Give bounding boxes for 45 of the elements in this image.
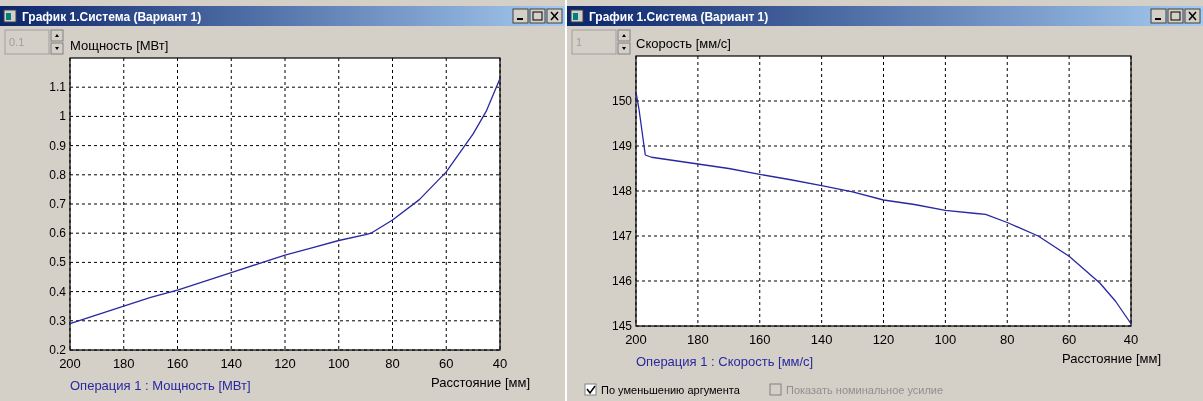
x-tick-label: 140 bbox=[220, 356, 243, 371]
x-tick-label: 180 bbox=[112, 356, 135, 371]
y-tick-label: 1.1 bbox=[49, 80, 67, 95]
x-tick-label: 200 bbox=[625, 332, 647, 347]
text: По уменьшению аргумента bbox=[601, 384, 741, 396]
x-axis-title: Расстояние [мм] bbox=[1062, 351, 1161, 366]
y-tick-label: 0.7 bbox=[49, 197, 67, 211]
y-tick-label: 0.6 bbox=[49, 226, 67, 241]
y-tick-label: 149 bbox=[611, 139, 633, 153]
chart-title: График 1.Система (Вариант 1) bbox=[22, 10, 202, 24]
y-tick-label: 0.2 bbox=[49, 343, 67, 357]
y-axis-title: Скорость [мм/с] bbox=[636, 36, 731, 51]
y-tick-label: 0.4 bbox=[49, 284, 67, 299]
chart-title: График 1.Система (Вариант 1) bbox=[589, 10, 769, 24]
y-tick-label: 146 bbox=[611, 274, 633, 288]
x-tick-label: 60 bbox=[439, 356, 454, 371]
x-tick-label: 60 bbox=[1061, 332, 1077, 347]
line-series bbox=[69, 77, 501, 325]
y-tick-label: 147 bbox=[611, 229, 633, 243]
x-tick-label: 100 bbox=[327, 356, 350, 371]
x-tick-label: 160 bbox=[748, 332, 771, 347]
text: Показать номинальное усилие bbox=[786, 384, 944, 396]
x-tick-label: 40 bbox=[492, 356, 508, 371]
x-tick-label: 120 bbox=[872, 332, 895, 347]
y-axis-title: Мощность [МВт] bbox=[70, 38, 169, 53]
text: Операция 1 : Скорость [мм/с] bbox=[636, 354, 814, 369]
y-tick-label: 148 bbox=[611, 184, 633, 198]
x-tick-label: 100 bbox=[934, 332, 957, 347]
x-tick-label: 140 bbox=[810, 332, 833, 347]
x-tick-label: 160 bbox=[166, 356, 189, 371]
x-tick-label: 40 bbox=[1123, 332, 1139, 347]
y-tick-label: 150 bbox=[611, 94, 633, 108]
x-tick-label: 180 bbox=[687, 332, 709, 347]
x-tick-label: 120 bbox=[274, 356, 296, 371]
x-tick-label: 200 bbox=[59, 356, 81, 371]
y-tick-label: 0.3 bbox=[49, 313, 67, 328]
text: Операция 1 : Мощность [МВт] bbox=[70, 378, 251, 393]
y-tick-label: 0.9 bbox=[49, 138, 67, 153]
y-tick-label: 0.5 bbox=[49, 255, 67, 270]
y-tick-label: 1 bbox=[59, 109, 67, 124]
x-axis-title: Расстояние [мм] bbox=[431, 375, 530, 390]
x-tick-label: 80 bbox=[385, 356, 400, 371]
y-tick-label: 145 bbox=[611, 319, 633, 333]
y-tick-label: 0.8 bbox=[49, 167, 67, 182]
x-tick-label: 80 bbox=[1000, 332, 1015, 347]
